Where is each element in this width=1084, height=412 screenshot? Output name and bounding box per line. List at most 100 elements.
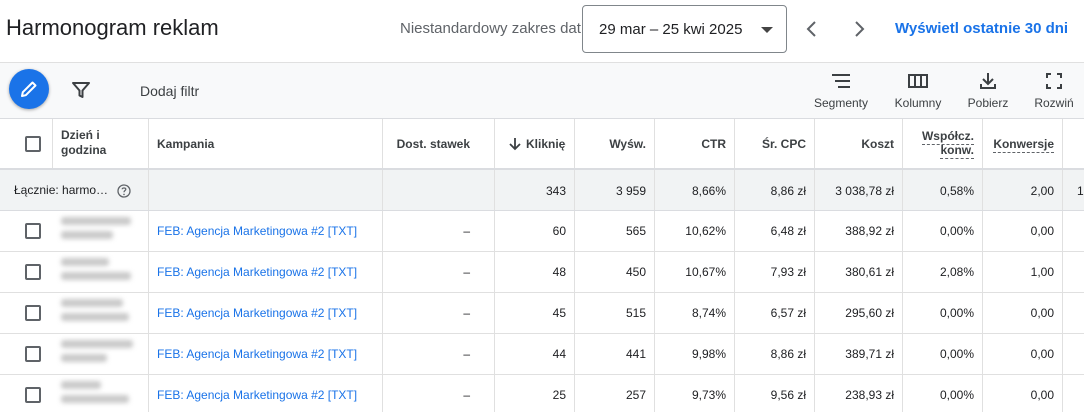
avg-cpc-value: 6,48 zł bbox=[770, 224, 806, 238]
conv-rate-value: 0,00% bbox=[939, 306, 974, 320]
redacted-day-hour bbox=[61, 217, 141, 247]
expand-icon bbox=[1046, 73, 1062, 89]
avg-cpc-value: 7,93 zł bbox=[770, 265, 806, 279]
impressions-value: 515 bbox=[625, 306, 646, 320]
column-header-day[interactable]: Dzień i godzina bbox=[61, 128, 107, 157]
total-row: Łącznie: harmo… 343 3 959 8,66% 8,86 zł … bbox=[0, 170, 1084, 211]
columns-button[interactable]: Kolumny bbox=[891, 71, 945, 110]
column-header-impressions[interactable]: Wyśw. bbox=[609, 137, 646, 151]
column-header-conv-rate[interactable]: Współcz. konw. bbox=[921, 129, 974, 159]
cost-value: 388,92 zł bbox=[845, 224, 894, 238]
total-conv-rate: 0,58% bbox=[939, 184, 974, 198]
campaign-link[interactable]: FEB: Agencja Marketingowa #2 [TXT] bbox=[157, 347, 358, 361]
clicks-value: 25 bbox=[552, 388, 566, 402]
ctr-value: 8,74% bbox=[691, 306, 726, 320]
impressions-value: 441 bbox=[625, 347, 646, 361]
select-all-checkbox[interactable] bbox=[25, 136, 41, 152]
conversions-value: 0,00 bbox=[1030, 306, 1054, 320]
campaign-link[interactable]: FEB: Agencja Marketingowa #2 [TXT] bbox=[157, 265, 358, 279]
ctr-value: 10,67% bbox=[685, 265, 726, 279]
filter-button[interactable] bbox=[71, 80, 91, 105]
conv-rate-value: 0,00% bbox=[939, 224, 974, 238]
impressions-value: 257 bbox=[625, 388, 646, 402]
total-overflow-value: 1 bbox=[1077, 184, 1084, 198]
bid-adjustment-value[interactable]: – bbox=[463, 347, 470, 361]
total-avg-cpc: 8,86 zł bbox=[770, 184, 806, 198]
clicks-value: 60 bbox=[552, 224, 566, 238]
download-icon bbox=[980, 73, 996, 89]
columns-label: Kolumny bbox=[894, 96, 942, 110]
download-label: Pobierz bbox=[967, 96, 1009, 110]
bid-adjustment-value[interactable]: – bbox=[463, 388, 470, 402]
row-checkbox[interactable] bbox=[25, 387, 41, 403]
row-checkbox[interactable] bbox=[25, 223, 41, 239]
table-header-row: Dzień i godzina Kampania Dost. stawek Kl… bbox=[0, 118, 1084, 170]
conv-rate-value: 2,08% bbox=[939, 265, 974, 279]
edit-pencil-icon bbox=[21, 81, 37, 97]
total-ctr: 8,66% bbox=[691, 184, 726, 198]
sort-arrow-down-icon[interactable] bbox=[508, 136, 522, 152]
chevron-left-icon bbox=[806, 21, 816, 37]
table-row: FEB: Agencja Marketingowa #2 [TXT] – 44 … bbox=[0, 334, 1084, 375]
total-label: Łącznie: harmo… bbox=[14, 183, 132, 198]
campaign-link[interactable]: FEB: Agencja Marketingowa #2 [TXT] bbox=[157, 224, 358, 238]
avg-cpc-value: 9,56 zł bbox=[770, 388, 806, 402]
ctr-value: 9,98% bbox=[691, 347, 726, 361]
date-range-value: 29 mar – 25 kwi 2025 bbox=[599, 21, 743, 38]
expand-label: Rozwiń bbox=[1034, 96, 1074, 110]
impressions-value: 450 bbox=[625, 265, 646, 279]
expand-button[interactable]: Rozwiń bbox=[1031, 71, 1077, 110]
redacted-day-hour bbox=[61, 381, 141, 411]
conversions-value: 0,00 bbox=[1030, 388, 1054, 402]
dropdown-caret-icon bbox=[761, 27, 773, 33]
page-title: Harmonogram reklam bbox=[6, 15, 219, 40]
segments-button[interactable]: Segmenty bbox=[812, 71, 870, 110]
table-row: FEB: Agencja Marketingowa #2 [TXT] – 25 … bbox=[0, 375, 1084, 412]
bid-adjustment-value[interactable]: – bbox=[463, 224, 470, 238]
column-header-conversions[interactable]: Konwersje bbox=[993, 137, 1054, 153]
edit-button[interactable] bbox=[9, 69, 49, 109]
total-cost: 3 038,78 zł bbox=[835, 184, 894, 198]
chevron-right-icon bbox=[855, 21, 865, 37]
add-filter-button[interactable]: Dodaj filtr bbox=[140, 83, 200, 99]
last-30-days-link[interactable]: Wyświetl ostatnie 30 dni bbox=[895, 20, 1069, 37]
download-button[interactable]: Pobierz bbox=[965, 71, 1011, 110]
clicks-value: 44 bbox=[552, 347, 566, 361]
bid-adjustment-value[interactable]: – bbox=[463, 265, 470, 279]
filter-icon bbox=[72, 82, 90, 98]
column-header-bid-adjustment[interactable]: Dost. stawek bbox=[396, 137, 470, 151]
conversions-value: 0,00 bbox=[1030, 347, 1054, 361]
avg-cpc-value: 6,57 zł bbox=[770, 306, 806, 320]
row-checkbox[interactable] bbox=[25, 305, 41, 321]
help-icon[interactable] bbox=[117, 184, 132, 198]
impressions-value: 565 bbox=[625, 224, 646, 238]
table-row: FEB: Agencja Marketingowa #2 [TXT] – 48 … bbox=[0, 252, 1084, 293]
column-header-ctr[interactable]: CTR bbox=[701, 137, 726, 151]
total-impressions: 3 959 bbox=[615, 184, 646, 198]
columns-icon bbox=[908, 74, 928, 88]
cost-value: 389,71 zł bbox=[845, 347, 894, 361]
date-range-picker[interactable]: 29 mar – 25 kwi 2025 bbox=[582, 5, 787, 53]
clicks-value: 45 bbox=[552, 306, 566, 320]
table-toolbar: Dodaj filtr Segmenty Kolumny Pobierz Roz… bbox=[0, 62, 1084, 118]
campaign-link[interactable]: FEB: Agencja Marketingowa #2 [TXT] bbox=[157, 306, 358, 320]
redacted-day-hour bbox=[61, 340, 141, 370]
column-header-cost[interactable]: Koszt bbox=[861, 137, 894, 151]
column-header-clicks[interactable]: Kliknięcia bbox=[526, 137, 566, 151]
campaign-link[interactable]: FEB: Agencja Marketingowa #2 [TXT] bbox=[157, 388, 358, 402]
page-header: Harmonogram reklam Niestandardowy zakres… bbox=[0, 0, 1084, 62]
next-period-button[interactable] bbox=[846, 16, 872, 42]
avg-cpc-value: 8,86 zł bbox=[770, 347, 806, 361]
ctr-value: 9,73% bbox=[691, 388, 726, 402]
cost-value: 380,61 zł bbox=[845, 265, 894, 279]
previous-period-button[interactable] bbox=[799, 16, 825, 42]
cost-value: 295,60 zł bbox=[845, 306, 894, 320]
row-checkbox[interactable] bbox=[25, 264, 41, 280]
column-header-avg-cpc[interactable]: Śr. CPC bbox=[761, 137, 806, 151]
conv-rate-value: 0,00% bbox=[939, 347, 974, 361]
total-clicks: 343 bbox=[545, 184, 566, 198]
column-header-campaign[interactable]: Kampania bbox=[157, 137, 215, 151]
row-checkbox[interactable] bbox=[25, 346, 41, 362]
bid-adjustment-value[interactable]: – bbox=[463, 306, 470, 320]
redacted-day-hour bbox=[61, 299, 141, 329]
